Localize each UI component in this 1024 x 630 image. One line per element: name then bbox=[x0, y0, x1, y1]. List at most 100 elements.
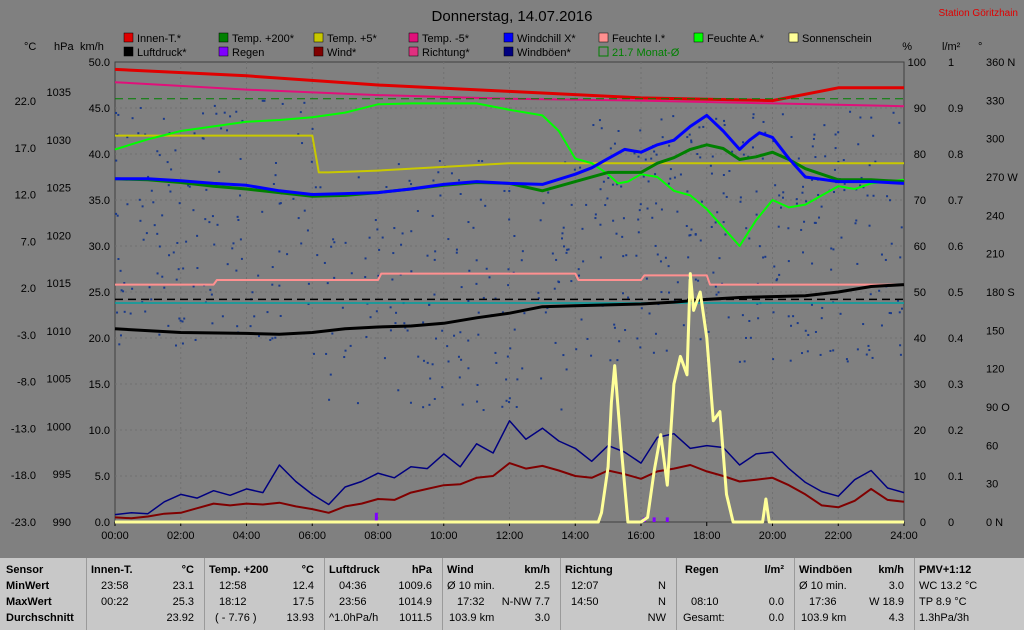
direction-point bbox=[886, 195, 889, 198]
direction-point bbox=[141, 301, 144, 304]
direction-point bbox=[513, 234, 516, 237]
direction-point bbox=[129, 312, 132, 315]
direction-point bbox=[223, 111, 226, 114]
innen-avg-value: 23.92 bbox=[166, 612, 194, 624]
direction-point bbox=[772, 140, 775, 143]
luft-unit: hPa bbox=[411, 564, 432, 576]
direction-point bbox=[310, 160, 313, 163]
direction-point bbox=[226, 263, 229, 266]
direction-point bbox=[752, 113, 755, 116]
direction-point bbox=[278, 202, 281, 205]
direction-point bbox=[257, 274, 260, 277]
direction-point bbox=[562, 245, 565, 248]
chart-series bbox=[114, 67, 905, 524]
direction-point bbox=[319, 186, 322, 189]
direction-point bbox=[521, 367, 524, 370]
direction-point bbox=[119, 269, 122, 272]
direction-point bbox=[690, 141, 693, 144]
direction-point bbox=[357, 176, 360, 179]
label-sensor: Sensor bbox=[6, 564, 44, 576]
direction-point bbox=[837, 160, 840, 163]
legend-swatch-wind bbox=[313, 46, 324, 57]
temp-min-value: 12.4 bbox=[292, 580, 314, 592]
direction-point bbox=[142, 238, 145, 241]
direction-point bbox=[598, 119, 601, 122]
direction-point bbox=[807, 333, 810, 336]
direction-point bbox=[780, 206, 783, 209]
direction-point bbox=[163, 286, 166, 289]
direction-tick-6: 180 S bbox=[986, 287, 1015, 299]
direction-point bbox=[667, 182, 670, 185]
legend-label-wind: Wind* bbox=[327, 47, 357, 59]
rain-tick-1: 0.9 bbox=[948, 103, 963, 115]
direction-point bbox=[604, 204, 607, 207]
pressure-tick-7: 1000 bbox=[47, 421, 71, 433]
direction-point bbox=[690, 228, 693, 231]
direction-point bbox=[484, 204, 487, 207]
direction-point bbox=[669, 177, 672, 180]
direction-point bbox=[582, 260, 585, 263]
direction-point bbox=[622, 217, 625, 220]
direction-point bbox=[646, 207, 649, 210]
direction-point bbox=[131, 117, 134, 120]
direction-point bbox=[570, 280, 573, 283]
direction-point bbox=[613, 326, 616, 329]
direction-point bbox=[682, 324, 685, 327]
direction-point bbox=[537, 297, 540, 300]
direction-point bbox=[558, 281, 561, 284]
direction-point bbox=[723, 119, 726, 122]
direction-point bbox=[145, 232, 148, 235]
direction-point bbox=[447, 360, 450, 363]
direction-point bbox=[300, 242, 303, 245]
direction-point bbox=[426, 361, 429, 364]
direction-point bbox=[323, 261, 326, 264]
legend-label-richtung: Richtung* bbox=[422, 47, 470, 59]
direction-point bbox=[458, 376, 461, 379]
direction-point bbox=[261, 210, 264, 213]
direction-point bbox=[824, 155, 827, 158]
direction-point bbox=[433, 397, 436, 400]
direction-point bbox=[855, 219, 858, 222]
direction-point bbox=[790, 324, 793, 327]
direction-point bbox=[811, 145, 814, 148]
direction-point bbox=[647, 180, 650, 183]
luft-min-value: 1009.6 bbox=[398, 580, 432, 592]
direction-point bbox=[679, 173, 682, 176]
direction-point bbox=[748, 237, 751, 240]
wind-tick-4: 30.0 bbox=[89, 241, 110, 253]
richtung-min-time: 12:07 bbox=[571, 580, 599, 592]
direction-point bbox=[644, 158, 647, 161]
legend-swatch-luftdruck bbox=[123, 46, 134, 57]
axis-ticks: 22.0 17.0 12.0 7.0 2.0 -3.0 -8.0 -13.0 -18.0 -23.… bbox=[11, 57, 1018, 542]
direction-point bbox=[369, 316, 372, 319]
direction-point bbox=[892, 111, 895, 114]
temp-avg-note: ( - 7.76 ) bbox=[215, 612, 257, 624]
direction-point bbox=[401, 232, 404, 235]
direction-point bbox=[239, 194, 242, 197]
direction-point bbox=[832, 248, 835, 251]
humidity-tick-10: 0 bbox=[920, 517, 926, 529]
direction-point bbox=[383, 357, 386, 360]
direction-point bbox=[181, 320, 184, 323]
direction-point bbox=[434, 250, 437, 253]
direction-point bbox=[506, 355, 509, 358]
temp-tick-2: 12.0 bbox=[15, 190, 36, 202]
direction-point bbox=[303, 209, 306, 212]
direction-point bbox=[811, 178, 814, 181]
direction-point bbox=[812, 137, 815, 140]
boeen-min-value: 3.0 bbox=[888, 580, 904, 592]
direction-point bbox=[251, 291, 254, 294]
wind-tick-8: 10.0 bbox=[89, 425, 110, 437]
summary-labels: Sensor MinWert MaxWert Durchschnitt bbox=[0, 558, 86, 630]
direction-point bbox=[547, 191, 550, 194]
innen-max-value: 25.3 bbox=[172, 596, 194, 608]
humidity-tick-6: 40 bbox=[914, 333, 926, 345]
direction-point bbox=[710, 172, 713, 175]
direction-point bbox=[739, 196, 742, 199]
direction-point bbox=[660, 208, 663, 211]
direction-point bbox=[777, 225, 780, 228]
direction-point bbox=[472, 226, 475, 229]
humidity-tick-4: 60 bbox=[914, 241, 926, 253]
rain-tick-7: 0.3 bbox=[948, 379, 963, 391]
direction-point bbox=[147, 175, 150, 178]
